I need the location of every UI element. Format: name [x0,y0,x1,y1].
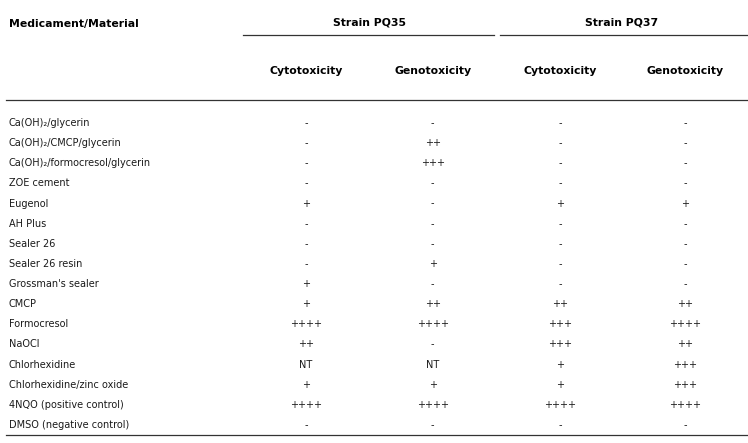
Text: -: - [431,239,435,249]
Text: Genotoxicity: Genotoxicity [646,66,723,76]
Text: -: - [558,239,562,249]
Text: Strain PQ37: Strain PQ37 [585,17,658,27]
Text: -: - [431,339,435,350]
Text: ++++: ++++ [417,319,449,329]
Text: -: - [558,420,562,430]
Text: -: - [683,138,687,148]
Text: -: - [683,259,687,269]
Text: -: - [558,138,562,148]
Text: -: - [683,158,687,168]
Text: ++: ++ [677,299,693,309]
Text: -: - [304,138,307,148]
Text: -: - [304,118,307,128]
Text: Chlorhexidine: Chlorhexidine [9,360,76,369]
Text: +: + [429,380,437,390]
Text: ++: ++ [298,339,314,350]
Text: Grossman's sealer: Grossman's sealer [9,279,99,289]
Text: Ca(OH)₂/glycerin: Ca(OH)₂/glycerin [9,118,91,128]
Text: -: - [558,259,562,269]
Text: Ca(OH)₂/CMCP/glycerin: Ca(OH)₂/CMCP/glycerin [9,138,122,148]
Text: Medicament/Material: Medicament/Material [9,19,138,29]
Text: NaOCl: NaOCl [9,339,40,350]
Text: +: + [302,380,310,390]
Text: +: + [302,299,310,309]
Text: Cytotoxicity: Cytotoxicity [269,66,343,76]
Text: Eugenol: Eugenol [9,198,49,209]
Text: ++++: ++++ [417,400,449,410]
Text: -: - [431,179,435,188]
Text: Sealer 26: Sealer 26 [9,239,55,249]
Text: -: - [431,118,435,128]
Text: +++: +++ [672,360,697,369]
Text: +++: +++ [548,339,572,350]
Text: -: - [431,279,435,289]
Text: -: - [683,420,687,430]
Text: DMSO (negative control): DMSO (negative control) [9,420,129,430]
Text: -: - [683,219,687,229]
Text: +: + [556,380,564,390]
Text: ++: ++ [425,138,441,148]
Text: NT: NT [426,360,439,369]
Text: Ca(OH)₂/formocresol/glycerin: Ca(OH)₂/formocresol/glycerin [9,158,151,168]
Text: CMCP: CMCP [9,299,37,309]
Text: -: - [558,279,562,289]
Text: Strain PQ35: Strain PQ35 [334,17,406,27]
Text: -: - [558,179,562,188]
Text: NT: NT [299,360,313,369]
Text: +++: +++ [420,158,445,168]
Text: -: - [683,118,687,128]
Text: Sealer 26 resin: Sealer 26 resin [9,259,82,269]
Text: ++: ++ [677,339,693,350]
Text: Chlorhexidine/zinc oxide: Chlorhexidine/zinc oxide [9,380,128,390]
Text: -: - [558,219,562,229]
Text: +: + [556,198,564,209]
Text: AH Plus: AH Plus [9,219,46,229]
Text: +++: +++ [672,380,697,390]
Text: -: - [558,158,562,168]
Text: -: - [304,179,307,188]
Text: Genotoxicity: Genotoxicity [394,66,471,76]
Text: +: + [556,360,564,369]
Text: +: + [302,279,310,289]
Text: Cytotoxicity: Cytotoxicity [523,66,597,76]
Text: -: - [683,279,687,289]
Text: +++: +++ [548,319,572,329]
Text: -: - [683,239,687,249]
Text: -: - [304,420,307,430]
Text: ++++: ++++ [544,400,576,410]
Text: ++: ++ [552,299,568,309]
Text: +: + [429,259,437,269]
Text: Formocresol: Formocresol [9,319,68,329]
Text: 4NQO (positive control): 4NQO (positive control) [9,400,123,410]
Text: -: - [431,219,435,229]
Text: ++++: ++++ [669,319,701,329]
Text: -: - [683,179,687,188]
Text: ++++: ++++ [290,400,322,410]
Text: -: - [304,158,307,168]
Text: ++++: ++++ [290,319,322,329]
Text: -: - [304,259,307,269]
Text: -: - [431,420,435,430]
Text: -: - [304,239,307,249]
Text: -: - [431,198,435,209]
Text: -: - [558,118,562,128]
Text: +: + [681,198,689,209]
Text: ZOE cement: ZOE cement [9,179,70,188]
Text: +: + [302,198,310,209]
Text: ++++: ++++ [669,400,701,410]
Text: -: - [304,219,307,229]
Text: ++: ++ [425,299,441,309]
